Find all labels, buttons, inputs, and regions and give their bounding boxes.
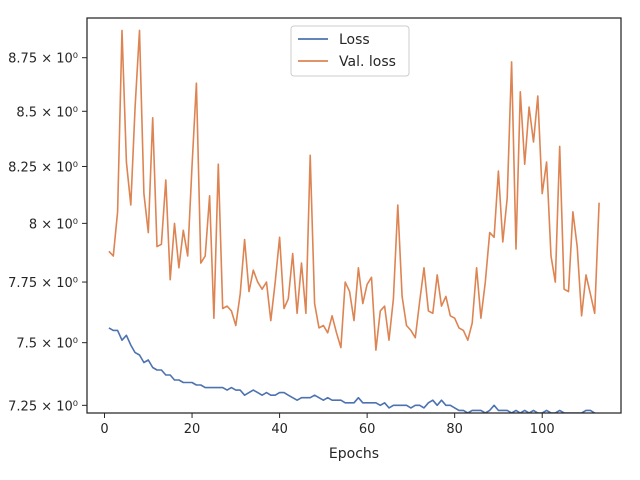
- legend: Loss Val. loss: [290, 25, 410, 77]
- y-tick-label: 8.25 × 10⁰: [8, 160, 78, 175]
- y-axis: 7.25 × 10⁰ 7.5 × 10⁰ 7.75 × 10⁰ 8 × 10⁰ 8.25…: [8, 52, 87, 414]
- y-tick-label: 8 × 10⁰: [29, 217, 78, 232]
- legend-label: Loss: [339, 32, 370, 48]
- x-tick-label: 60: [359, 422, 376, 437]
- y-tick-label: 8.75 × 10⁰: [8, 52, 78, 67]
- x-tick-label: 0: [100, 422, 108, 437]
- y-tick-label: 7.25 × 10⁰: [8, 399, 78, 414]
- series-line-loss: [108, 327, 597, 413]
- plot-frame: [86, 17, 622, 414]
- x-tick-label: 80: [446, 422, 463, 437]
- y-tick-label: 7.5 × 10⁰: [16, 337, 78, 352]
- x-tick-label: 40: [271, 422, 288, 437]
- x-axis: 0 20 40 60 80 100: [100, 413, 555, 437]
- x-tick-label: 100: [530, 422, 555, 437]
- series-line-val-loss: [108, 29, 600, 351]
- series-layer: [108, 29, 600, 413]
- x-tick-label: 20: [184, 422, 201, 437]
- plot-background: [87, 18, 621, 413]
- x-axis-label: Epochs: [329, 446, 379, 462]
- y-tick-label: 7.75 × 10⁰: [8, 276, 78, 291]
- y-tick-label: 8.5 × 10⁰: [16, 105, 78, 120]
- legend-label: Val. loss: [339, 54, 396, 70]
